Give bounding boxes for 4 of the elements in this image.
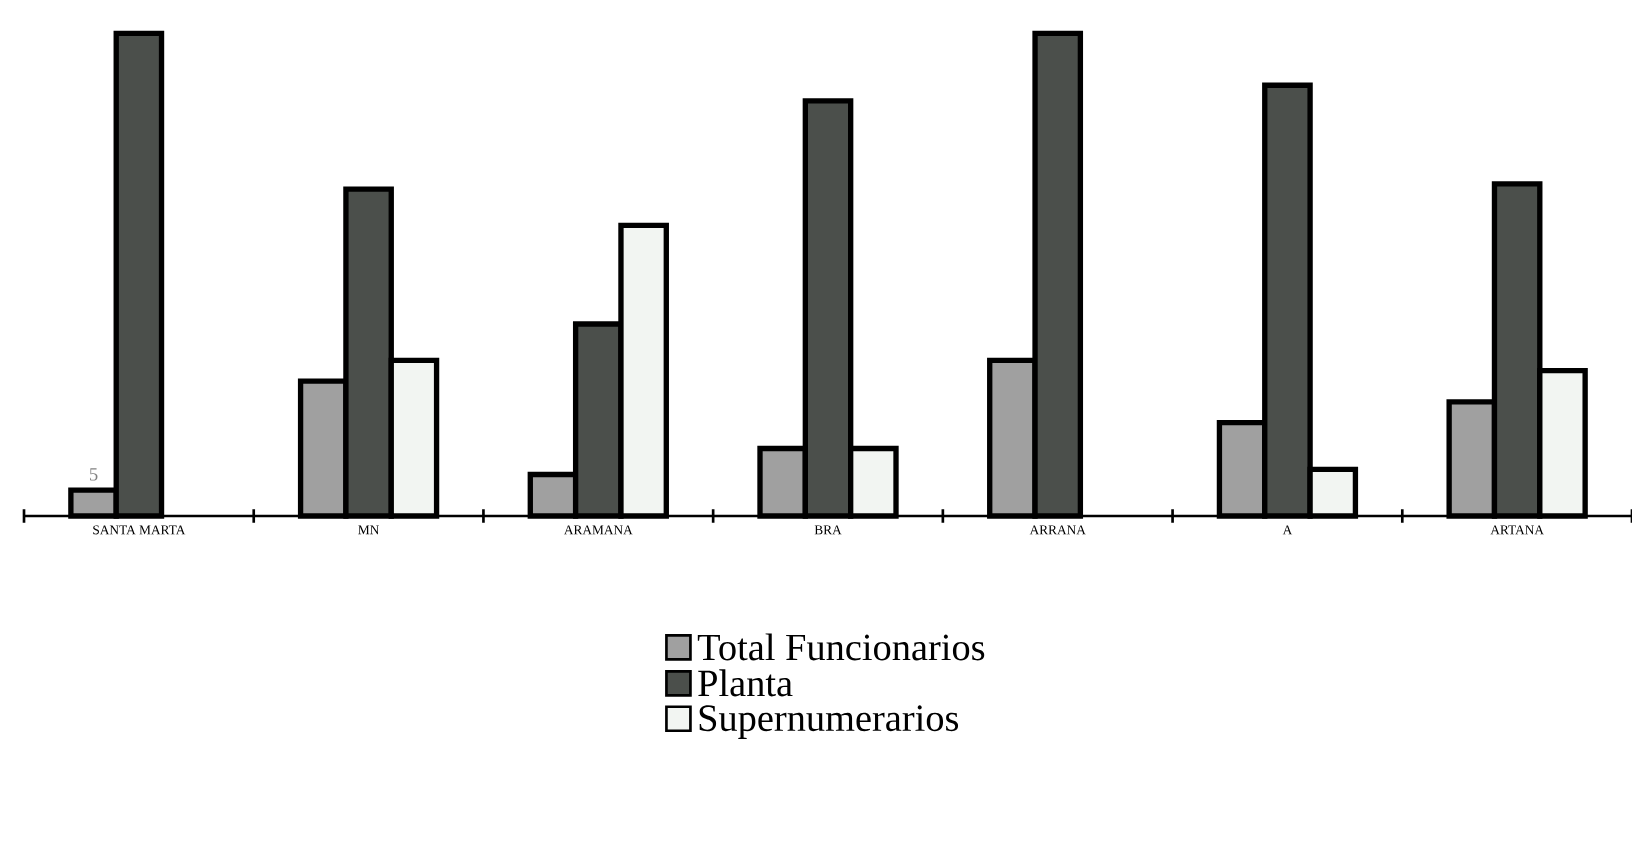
data-label: 5: [89, 468, 98, 481]
legend-label: Supernumerarios: [699, 705, 959, 739]
legend-label: Planta: [698, 669, 793, 697]
legend-label: Total Funcionarios: [697, 633, 985, 661]
